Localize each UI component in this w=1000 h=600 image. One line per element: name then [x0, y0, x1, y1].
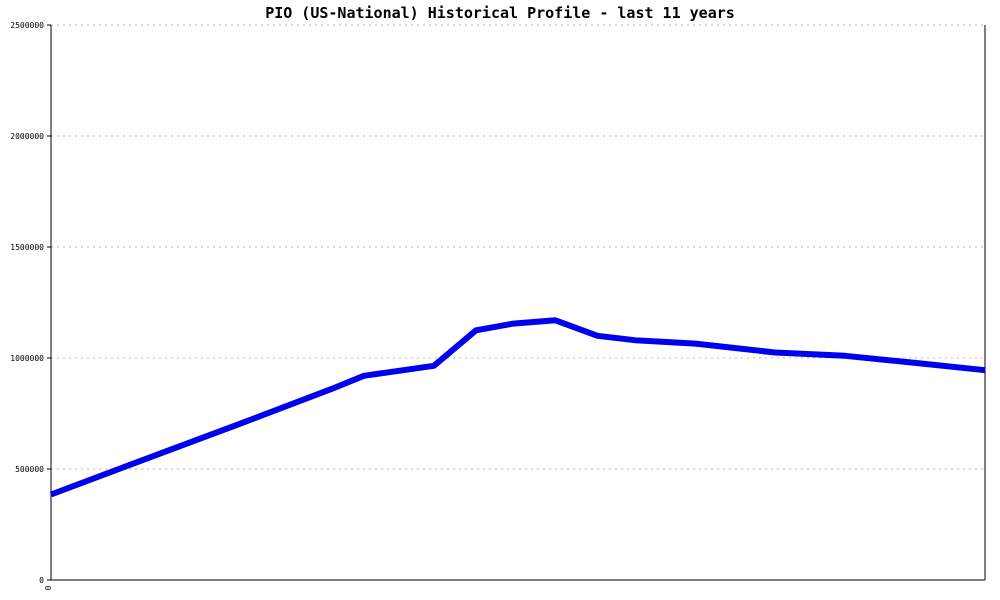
y-tick-label: 1000000: [10, 354, 44, 363]
series-layer: [49, 317, 986, 498]
y-tick-label: 1500000: [10, 243, 44, 252]
data-point: [844, 355, 846, 357]
grid-lines: [51, 24, 985, 470]
data-point: [237, 424, 239, 426]
axes: [47, 24, 986, 581]
y-tick-label: 0: [39, 576, 44, 585]
data-point: [774, 352, 776, 353]
data-point: [512, 323, 514, 325]
data-point: [695, 343, 696, 345]
chart-title: PIO (US-National) Historical Profile - l…: [265, 4, 735, 22]
data-point: [139, 460, 141, 462]
data-point: [554, 319, 556, 321]
y-tick-label: 500000: [15, 465, 44, 474]
data-point: [634, 339, 636, 341]
data-point: [330, 388, 332, 390]
data-point: [909, 361, 911, 363]
tick-labels: 0 500000 1000000 1500000 2000000 2500000 0: [10, 21, 53, 590]
series-line: [49, 317, 986, 498]
data-point: [984, 369, 986, 371]
y-tick-label: 2500000: [10, 21, 44, 30]
data-point: [363, 375, 365, 377]
data-point: [475, 329, 477, 331]
y-tick-label: 2000000: [10, 132, 44, 141]
data-point: [596, 335, 598, 337]
x-tick-label: 0: [44, 585, 53, 590]
data-point: [50, 494, 52, 495]
data-point: [433, 365, 435, 367]
